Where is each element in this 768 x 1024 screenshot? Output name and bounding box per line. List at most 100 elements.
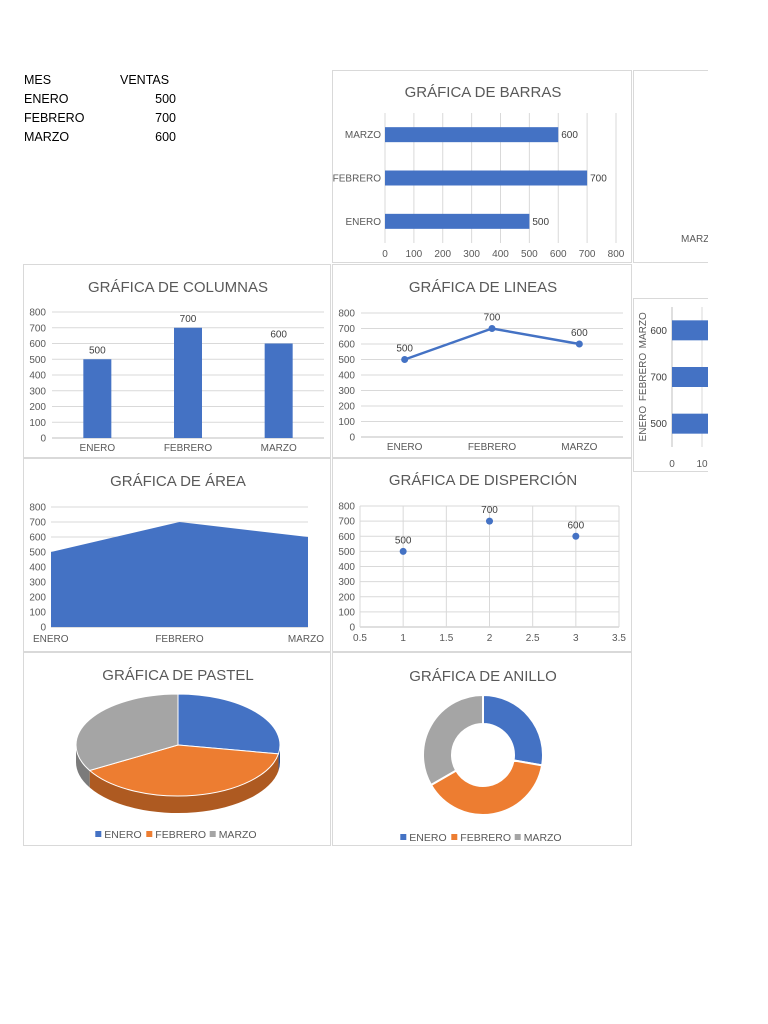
bar: [83, 359, 112, 438]
y-tick-label: 200: [338, 402, 355, 413]
chart-lineas[interactable]: GRÁFICA DE LINEAS 0 100 200 300 400 500 600 700 8…: [332, 264, 632, 458]
bar: [385, 213, 530, 229]
pie-slice: [177, 693, 281, 755]
y-tick-label: 300: [29, 386, 46, 397]
category-label: MARZO: [288, 634, 324, 645]
x-tick-label: 0: [382, 249, 388, 260]
data-label: 600: [561, 130, 578, 141]
data-table: MES VENTAS ENERO 500 FEBRERO 700 MARZO 6…: [24, 70, 180, 146]
y-tick-label: 200: [29, 593, 46, 604]
data-point: [399, 547, 407, 555]
x-tick-label: 100: [406, 249, 423, 260]
legend-swatch: [451, 834, 458, 840]
category-label: FEBRERO: [638, 353, 649, 402]
x-tick-label: 0: [669, 459, 675, 470]
chart-barras-partial[interactable]: MARZO: [633, 70, 708, 263]
data-point: [486, 517, 493, 525]
y-tick-label: 100: [29, 418, 46, 429]
cell-ventas: 600: [155, 129, 176, 144]
header-mes: MES: [24, 72, 52, 87]
data-point: [575, 340, 583, 348]
chart-title: GRÁFICA DE DISPERCIÓN: [389, 472, 577, 489]
legend-swatch: [146, 831, 153, 837]
table-header-row: MES VENTAS: [24, 70, 180, 89]
data-label: 600: [650, 326, 667, 337]
data-label: 700: [650, 373, 667, 384]
x-tick-label: 300: [463, 249, 480, 260]
data-label: 500: [395, 535, 412, 546]
chart-pastel[interactable]: GRÁFICA DE PASTEL ENERO FEBRERO MARZO: [23, 652, 331, 846]
y-tick-label: 400: [29, 371, 46, 382]
y-tick-label: 800: [29, 308, 46, 319]
y-tick-label: 100: [29, 608, 46, 619]
category-label: FEBRERO: [333, 174, 381, 185]
x-tick-label: 200: [434, 249, 451, 260]
data-label: 700: [484, 313, 501, 324]
legend-swatch: [95, 831, 102, 837]
legend-label: ENERO: [409, 832, 446, 844]
data-label: 500: [89, 345, 106, 356]
doughnut-slice: [429, 759, 544, 816]
category-label: ENERO: [33, 634, 69, 645]
chart-barras[interactable]: GRÁFICA DE BARRAS 0 100 200 300 400 500 600 700 8…: [332, 70, 632, 263]
y-tick-label: 600: [29, 533, 46, 544]
y-tick-label: 0: [40, 434, 46, 445]
chart-dispersion[interactable]: GRÁFICA DE DISPERCIÓN 0 100 200 300 400 500 600…: [332, 458, 632, 652]
data-point: [488, 325, 496, 332]
legend-swatch: [209, 831, 216, 837]
chart-title: GRÁFICA DE ANILLO: [409, 668, 557, 685]
doughnut-slice: [482, 693, 544, 767]
chart-title: GRÁFICA DE COLUMNAS: [88, 279, 268, 296]
data-label: 600: [567, 520, 584, 531]
x-tick-label: 400: [492, 249, 509, 260]
legend-label: MARZO: [219, 829, 257, 841]
y-tick-label: 800: [29, 503, 46, 514]
legend-label: FEBRERO: [460, 832, 511, 844]
y-tick-label: 500: [338, 547, 355, 558]
bar: [672, 367, 708, 387]
x-tick-label: 1: [400, 633, 406, 644]
category-label: FEBRERO: [164, 443, 213, 454]
cell-ventas: 700: [155, 110, 176, 125]
y-tick-label: 600: [338, 532, 355, 543]
table-row: ENERO 500: [24, 89, 180, 108]
cell-mes: MARZO: [24, 129, 70, 144]
category-label: MARZO: [638, 312, 649, 348]
data-label: 600: [571, 328, 588, 339]
legend-label: FEBRERO: [155, 829, 206, 841]
cell-ventas: 500: [155, 91, 176, 106]
x-tick-label: 2: [487, 633, 493, 644]
bar: [264, 343, 293, 438]
pie-slice-side: [89, 753, 279, 813]
y-tick-label: 300: [338, 577, 355, 588]
chart-title: GRÁFICA DE LINEAS: [409, 279, 557, 296]
legend-swatch: [514, 834, 521, 840]
category-label: MARZO: [345, 130, 381, 141]
x-tick-label: 3.5: [612, 633, 626, 644]
y-tick-label: 500: [29, 548, 46, 559]
cell-mes: FEBRERO: [24, 110, 85, 125]
y-tick-label: 800: [338, 502, 355, 513]
x-tick-label: 10: [696, 459, 708, 470]
legend-swatch: [400, 834, 407, 840]
y-tick-label: 200: [338, 592, 355, 603]
y-tick-label: 0: [349, 623, 355, 634]
category-label: MARZO: [261, 443, 297, 454]
chart-area[interactable]: GRÁFICA DE ÁREA 0 100 200 300 400 500 600 700 800…: [23, 458, 331, 652]
x-tick-label: 1.5: [439, 633, 453, 644]
chart-columnas[interactable]: GRÁFICA DE COLUMNAS 0 100 200 300 400 500 600 70…: [23, 264, 331, 458]
category-label: FEBRERO: [468, 442, 517, 453]
x-tick-label: 3: [573, 633, 579, 644]
y-tick-label: 800: [338, 309, 355, 320]
chart-barras-rotated-partial[interactable]: 500 ENERO 700 FEBRERO 600 MARZO 0 10: [633, 298, 708, 472]
chart-anillo[interactable]: GRÁFICA DE ANILLO ENERO FEBRERO MARZO: [332, 652, 632, 846]
data-label: 500: [650, 419, 667, 430]
x-tick-label: 500: [521, 249, 538, 260]
y-tick-label: 700: [29, 323, 46, 334]
series-area: [51, 522, 308, 627]
data-label: 500: [396, 344, 413, 355]
category-label: MARZO: [561, 442, 597, 453]
data-label: 700: [180, 314, 197, 325]
table-row: FEBRERO 700: [24, 108, 180, 127]
y-tick-label: 400: [29, 563, 46, 574]
